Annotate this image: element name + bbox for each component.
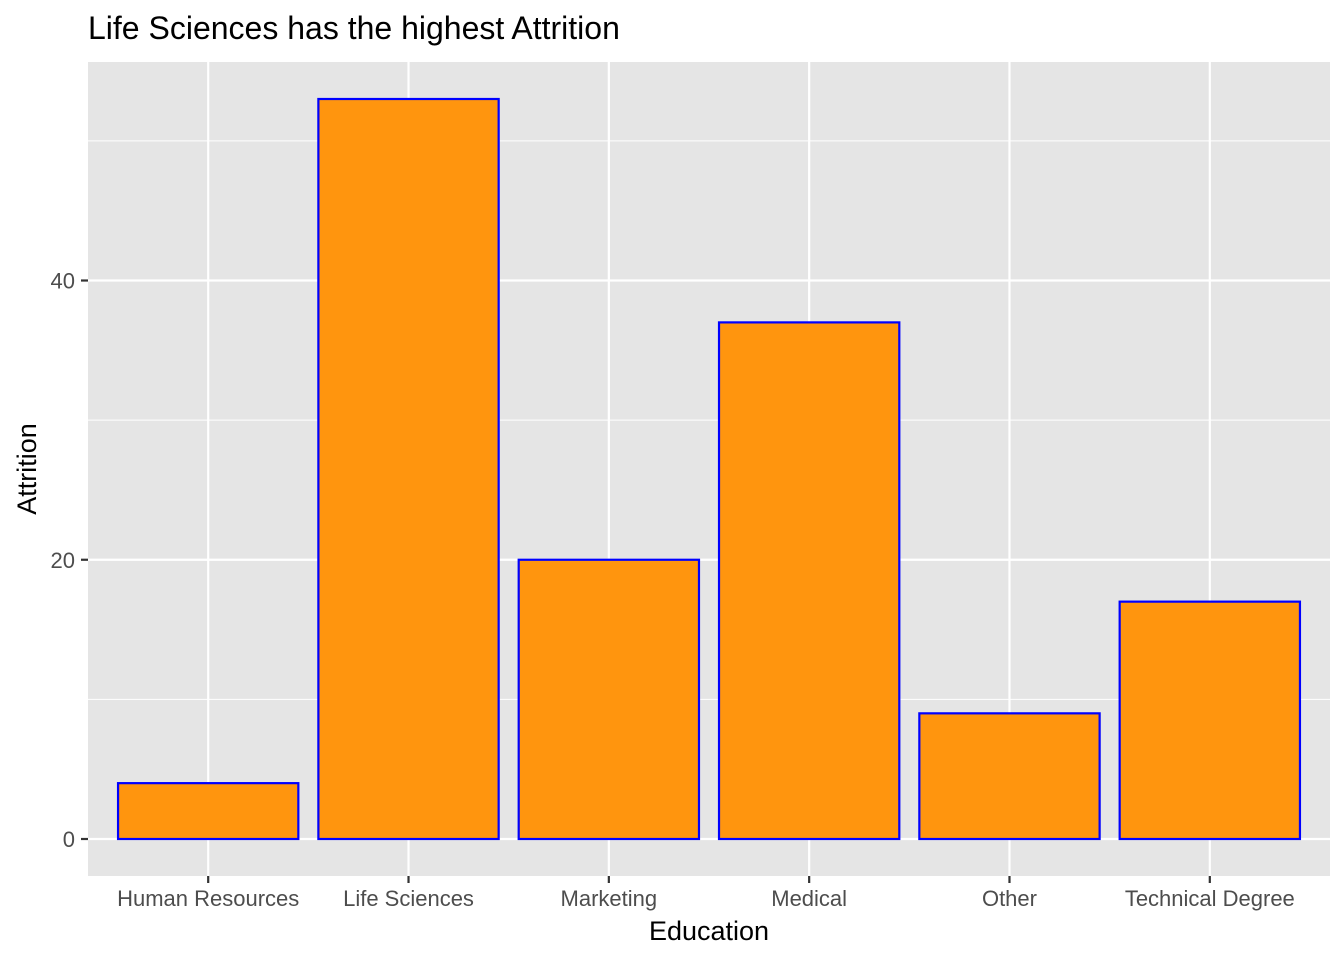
y-axis-title: Attrition (12, 423, 42, 515)
bar (717, 321, 901, 841)
x-tick-label: Other (982, 886, 1037, 911)
x-tick-label: Technical Degree (1125, 886, 1295, 911)
y-tick-label: 40 (51, 269, 75, 294)
bar (116, 782, 300, 841)
bar (1118, 600, 1302, 841)
x-tick-label: Human Resources (117, 886, 299, 911)
y-tick-label: 20 (51, 548, 75, 573)
bar (317, 97, 500, 841)
x-tick-label: Medical (771, 886, 847, 911)
y-tick-label: 0 (63, 827, 75, 852)
x-tick-label: Marketing (561, 886, 658, 911)
bar (517, 558, 701, 841)
x-axis-title: Education (649, 916, 769, 946)
axes: 0 20 40 Human Resources Life Sciences Marketi… (51, 269, 1295, 911)
bar (918, 712, 1101, 841)
chart-title: Life Sciences has the highest Attrition (88, 10, 620, 46)
bars (116, 97, 1302, 841)
x-tick-label: Life Sciences (343, 886, 474, 911)
